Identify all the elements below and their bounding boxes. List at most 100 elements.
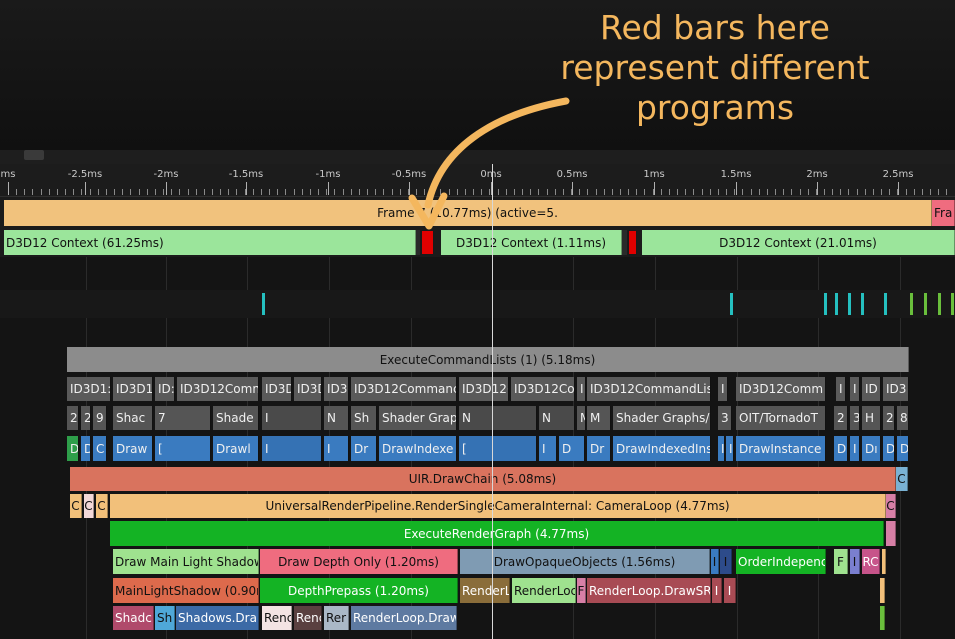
draw-cell[interactable]: D: [559, 436, 585, 461]
small-pass[interactable]: I: [720, 549, 732, 574]
small-sub[interactable]: I: [712, 578, 722, 603]
command-list-cell[interactable]: ID3D12Comm: [736, 377, 826, 401]
program-marker[interactable]: [628, 230, 637, 255]
command-list-cell[interactable]: I: [718, 377, 728, 401]
command-list-cell[interactable]: ID3D: [262, 377, 292, 401]
order-independent-pass[interactable]: OrderIndepenc: [736, 549, 826, 574]
event-marker[interactable]: [884, 293, 887, 315]
event-marker[interactable]: [835, 293, 838, 315]
draw-cell[interactable]: DrawIndexe: [379, 436, 457, 461]
shader-cell[interactable]: Sh: [351, 406, 377, 430]
render-loop-draw-leaf[interactable]: RenderLoop.Draw: [351, 606, 457, 630]
small-leaf[interactable]: [880, 606, 885, 630]
uir-drawchain-bar[interactable]: UIR.DrawChain (5.08ms): [70, 467, 896, 491]
draw-cell[interactable]: I: [262, 436, 322, 461]
time-cursor[interactable]: [492, 164, 493, 639]
shader-cell[interactable]: Shac: [113, 406, 153, 430]
shader-cell[interactable]: M: [587, 406, 611, 430]
command-list-cell[interactable]: ID3D12CommandLis: [587, 377, 711, 401]
shader-cell[interactable]: 3: [850, 406, 860, 430]
shader-cell[interactable]: 2: [67, 406, 79, 430]
shader-cell[interactable]: 3: [718, 406, 732, 430]
shader-cell[interactable]: N: [459, 406, 537, 430]
draw-cell[interactable]: I: [726, 436, 734, 461]
small-pass[interactable]: [882, 549, 886, 574]
small-pass[interactable]: RC: [862, 549, 880, 574]
event-marker[interactable]: [924, 293, 927, 315]
program-marker[interactable]: [421, 230, 434, 255]
shader-cell[interactable]: 2: [834, 406, 848, 430]
small-pass[interactable]: I: [711, 549, 719, 574]
draw-cell[interactable]: Drawl: [213, 436, 259, 461]
draw-cell[interactable]: D: [897, 436, 909, 461]
event-marker[interactable]: [938, 293, 941, 315]
render-loop-draw-sub[interactable]: RenderLoop.DrawSRI: [587, 578, 711, 603]
command-list-cell[interactable]: ID3D12Comn: [177, 377, 259, 401]
command-list-cell[interactable]: ID3D12Commanc: [351, 377, 457, 401]
small-sub[interactable]: F: [577, 578, 586, 603]
depth-only-pass[interactable]: Draw Depth Only (1.20ms): [260, 549, 458, 574]
opaque-objects-pass[interactable]: DrawOpaqueObjects (1.56ms): [460, 549, 710, 574]
shadow-leaf[interactable]: Sh: [155, 606, 175, 630]
draw-cell[interactable]: D: [883, 436, 895, 461]
draw-cell[interactable]: D: [81, 436, 91, 461]
event-marker[interactable]: [951, 293, 954, 315]
command-list-cell[interactable]: ID3D1: [113, 377, 153, 401]
shader-cell[interactable]: 9: [93, 406, 107, 430]
draw-cell[interactable]: I: [539, 436, 557, 461]
camera-small-bar[interactable]: C: [84, 494, 94, 518]
shader-cell[interactable]: 2: [883, 406, 895, 430]
draw-cell[interactable]: Dı: [862, 436, 881, 461]
execute-render-graph-bar[interactable]: ExecuteRenderGraph (4.77ms): [110, 521, 884, 546]
camera-loop-bar[interactable]: UniversalRenderPipeline.RenderSingleCame…: [110, 494, 886, 518]
depth-prepass-sub[interactable]: DepthPrepass (1.20ms): [260, 578, 458, 603]
execute-command-lists-bar[interactable]: ExecuteCommandLists (1) (5.18ms): [67, 347, 909, 372]
draw-cell[interactable]: DrawInstance: [736, 436, 826, 461]
draw-cell[interactable]: I: [324, 436, 349, 461]
render-leaf[interactable]: Renc: [262, 606, 292, 630]
render-leaf[interactable]: Rer: [324, 606, 349, 630]
event-marker[interactable]: [262, 293, 265, 315]
camera-small-bar[interactable]: C: [96, 494, 108, 518]
shader-cell[interactable]: Shader Grap: [379, 406, 457, 430]
draw-cell[interactable]: D: [834, 436, 848, 461]
render-loop-sub[interactable]: RenderLoc: [512, 578, 576, 603]
event-marker[interactable]: [848, 293, 851, 315]
small-pass[interactable]: F: [834, 549, 848, 574]
small-sub[interactable]: I: [724, 578, 736, 603]
render-loop-sub[interactable]: RenderL: [460, 578, 510, 603]
command-list-cell[interactable]: I: [836, 377, 846, 401]
shader-cell[interactable]: Shade: [213, 406, 259, 430]
event-marker[interactable]: [861, 293, 864, 315]
shader-cell[interactable]: OIT/TornadoT: [736, 406, 826, 430]
shader-cell[interactable]: N: [324, 406, 349, 430]
draw-cell[interactable]: [: [155, 436, 211, 461]
next-frame-bar[interactable]: Fra: [932, 200, 955, 226]
render-leaf[interactable]: Renc: [294, 606, 322, 630]
command-list-cell[interactable]: ID3D: [294, 377, 322, 401]
command-list-cell[interactable]: I: [850, 377, 860, 401]
draw-cell[interactable]: Dr: [587, 436, 611, 461]
shader-cell[interactable]: 8: [897, 406, 909, 430]
command-list-cell[interactable]: ID3: [324, 377, 349, 401]
draw-cell[interactable]: I: [718, 436, 725, 461]
shader-cell[interactable]: H: [862, 406, 881, 430]
shader-cell[interactable]: 7: [155, 406, 211, 430]
shader-cell[interactable]: I: [262, 406, 322, 430]
shader-cell[interactable]: N: [539, 406, 575, 430]
context-bar-middle[interactable]: D3D12 Context (1.11ms): [441, 230, 622, 255]
draw-cell[interactable]: D: [67, 436, 79, 461]
shader-cell[interactable]: Shader Graphs/: [613, 406, 711, 430]
draw-cell[interactable]: I: [850, 436, 860, 461]
render-graph-side-bar[interactable]: [886, 521, 896, 546]
shadows-draw-leaf[interactable]: Shadows.Dra: [176, 606, 259, 630]
main-light-shadow-pass[interactable]: Draw Main Light Shadow: [113, 549, 259, 574]
small-sub[interactable]: [880, 578, 885, 603]
camera-small-bar[interactable]: C: [70, 494, 82, 518]
draw-cell[interactable]: Draw: [113, 436, 153, 461]
command-list-cell[interactable]: ID3D12(: [459, 377, 509, 401]
draw-cell[interactable]: [: [459, 436, 537, 461]
toolbar-settings-button[interactable]: [24, 150, 44, 160]
uir-side-bar[interactable]: C: [896, 467, 908, 491]
context-bar-left[interactable]: D3D12 Context (61.25ms): [4, 230, 416, 255]
